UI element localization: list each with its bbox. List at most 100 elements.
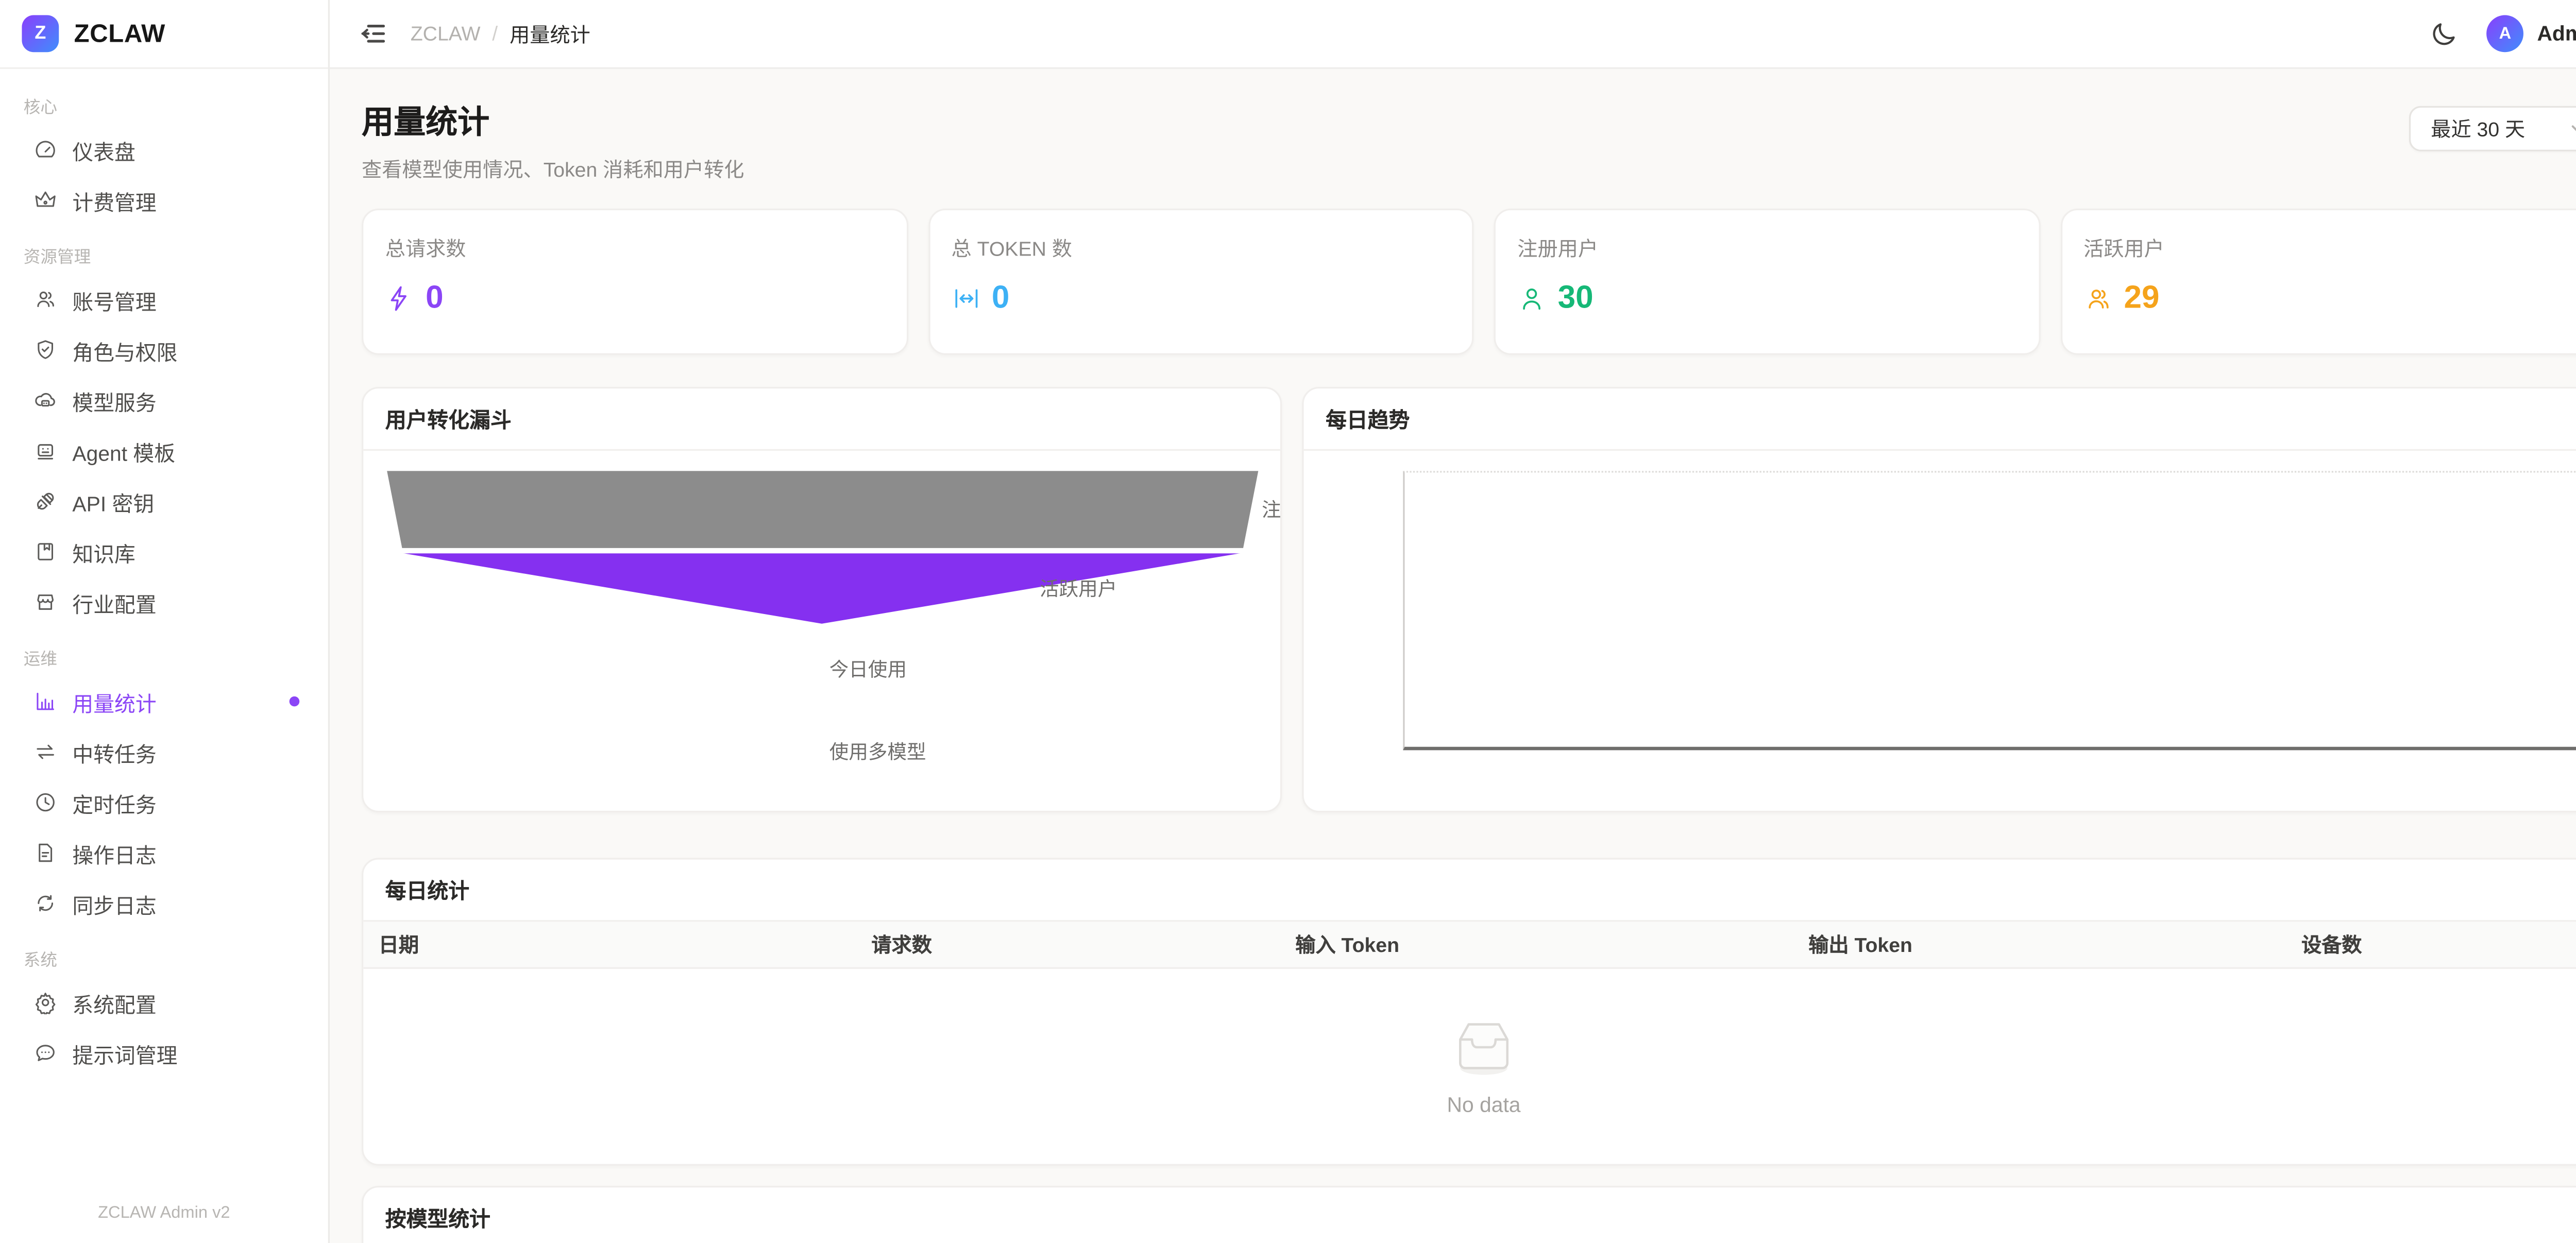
sidebar-item-行业配置[interactable]: 行业配置 — [15, 577, 313, 627]
sidebar-item-用量统计[interactable]: 用量统计 — [15, 676, 313, 727]
daily-table-title: 每日统计 — [385, 879, 470, 903]
sidebar-collapse-button[interactable] — [359, 19, 389, 49]
stat-value: 0 — [991, 280, 1010, 316]
crown-icon — [32, 188, 57, 213]
sidebar-item-模型服务[interactable]: 模型服务 — [15, 375, 313, 425]
trend-card-title: 每日趋势 — [1326, 408, 1410, 432]
date-range-select[interactable]: 最近 30 天 — [2409, 106, 2576, 151]
sidebar-item-中转任务[interactable]: 中转任务 — [15, 727, 313, 777]
sidebar-item-label: 中转任务 — [72, 742, 157, 767]
trend-chart-card: 每日趋势 — [1302, 386, 2576, 812]
funnel-label-active: 活跃用户 — [1039, 580, 1117, 601]
column-header-日期: 日期 — [378, 933, 419, 957]
sidebar-item-定时任务[interactable]: 定时任务 — [15, 777, 313, 828]
stat-card-注册用户: 注册用户 30 — [1494, 208, 2040, 355]
menu-fold-icon — [361, 25, 385, 43]
stat-card-总请求数: 总请求数 0 — [362, 208, 908, 355]
nav-section-label: 核心 — [23, 99, 58, 118]
funnel-label-registered: 注册用户 — [1261, 501, 1281, 521]
sidebar-item-Agent 模板[interactable]: Agent 模板 — [15, 425, 313, 476]
main-area: ZCLAW / 用量统计 A Admin 用量统计 查看模型使用情况、Token… — [330, 0, 2576, 1243]
empty-inbox-icon — [1459, 1023, 1509, 1075]
sidebar-item-API 密钥[interactable]: API 密钥 — [15, 476, 313, 526]
sidebar-item-label: 用量统计 — [72, 692, 157, 716]
book-icon — [32, 539, 57, 565]
clock-icon — [32, 790, 57, 815]
sidebar-item-label: 角色与权限 — [72, 340, 178, 364]
gear-icon — [32, 990, 57, 1015]
sidebar-item-label: 行业配置 — [72, 593, 157, 617]
logo-row[interactable]: Z ZCLAW — [0, 0, 328, 69]
funnel-stage-registered — [387, 470, 1259, 548]
stat-value: 30 — [1557, 280, 1594, 316]
breadcrumb-root[interactable]: ZCLAW — [410, 22, 481, 46]
breadcrumb-current: 用量统计 — [510, 23, 590, 46]
stat-cards-row: 总请求数 0 总 TOKEN 数 0 注册用户 30 活跃用户 29 — [362, 208, 2576, 355]
user-avatar[interactable]: A — [2486, 15, 2524, 53]
user-group-icon — [2083, 284, 2112, 313]
sidebar-item-label: 账号管理 — [72, 290, 157, 314]
chat-icon — [32, 1041, 57, 1066]
column-header-设备数: 设备数 — [2301, 933, 2362, 957]
topbar: ZCLAW / 用量统计 A Admin — [330, 0, 2576, 69]
users-icon — [32, 287, 57, 312]
breadcrumb-separator: / — [492, 22, 498, 46]
page-title: 用量统计 — [362, 106, 490, 142]
stat-value: 0 — [426, 280, 444, 316]
sidebar-item-操作日志[interactable]: 操作日志 — [15, 828, 313, 878]
sidebar-item-label: 定时任务 — [72, 793, 157, 817]
stat-label: 注册用户 — [1517, 236, 1599, 261]
shield-check-icon — [32, 337, 57, 363]
sidebar-item-label: API 密钥 — [72, 492, 155, 516]
stat-card-总 TOKEN 数: 总 TOKEN 数 0 — [927, 208, 1474, 355]
storefront-icon — [32, 589, 57, 615]
charts-row: 用户转化漏斗 注册用户 活跃用户 今日使用 使用多模型 每日趋势 — [362, 386, 2576, 812]
stat-label: 总请求数 — [385, 236, 466, 261]
nav-section-label: 系统 — [23, 952, 58, 971]
sidebar-item-label: 知识库 — [72, 542, 135, 566]
sidebar-item-label: 系统配置 — [72, 993, 157, 1017]
sidebar-item-label: 模型服务 — [72, 391, 157, 415]
cloud-server-icon — [32, 388, 57, 413]
dark-mode-toggle[interactable] — [2428, 19, 2458, 49]
page-header: 用量统计 查看模型使用情况、Token 消耗和用户转化 最近 30 天 — [362, 106, 2576, 183]
sidebar-item-提示词管理[interactable]: 提示词管理 — [15, 1028, 313, 1078]
gauge-icon — [32, 137, 57, 162]
bar-chart-icon — [32, 689, 57, 714]
model-table-title: 按模型统计 — [385, 1207, 490, 1231]
sidebar-nav: 核心 仪表盘 计费管理 资源管理 账号管理 角色与权限 模型服务 Agent 模板 API 密钥… — [0, 69, 328, 1187]
robot-icon — [32, 438, 57, 464]
column-header-输出 Token: 输出 Token — [1808, 933, 1912, 957]
sidebar-item-label: 计费管理 — [72, 191, 157, 215]
swap-icon — [32, 739, 57, 764]
user-name[interactable]: Admin — [2537, 22, 2576, 46]
sidebar-item-账号管理[interactable]: 账号管理 — [15, 274, 313, 325]
sidebar-item-角色与权限[interactable]: 角色与权限 — [15, 325, 313, 375]
stat-label: 总 TOKEN 数 — [951, 236, 1072, 261]
sidebar-item-同步日志[interactable]: 同步日志 — [15, 878, 313, 928]
stat-card-活跃用户: 活跃用户 29 — [2060, 208, 2576, 355]
app-logo-icon: Z — [22, 15, 59, 53]
user-icon — [1517, 284, 1546, 313]
sidebar-item-仪表盘[interactable]: 仪表盘 — [15, 125, 313, 175]
empty-state-text: No data — [1447, 1093, 1521, 1117]
sidebar-item-知识库[interactable]: 知识库 — [15, 526, 313, 577]
trend-chart — [1304, 450, 2576, 810]
funnel-label-multimodel: 使用多模型 — [829, 743, 926, 763]
app-name: ZCLAW — [74, 19, 166, 48]
sidebar-item-系统配置[interactable]: 系统配置 — [15, 977, 313, 1028]
breadcrumb: ZCLAW / 用量统计 — [411, 20, 590, 48]
document-icon — [32, 840, 57, 865]
moon-icon — [2432, 22, 2454, 44]
date-range-value: 最近 30 天 — [2431, 117, 2526, 142]
sidebar-item-计费管理[interactable]: 计费管理 — [15, 175, 313, 226]
sidebar-item-label: 操作日志 — [72, 843, 157, 867]
sidebar-item-label: Agent 模板 — [72, 441, 176, 465]
column-header-请求数: 请求数 — [871, 933, 933, 957]
bolt-icon — [385, 284, 414, 313]
funnel-chart-card: 用户转化漏斗 注册用户 活跃用户 今日使用 使用多模型 — [362, 386, 1282, 812]
sidebar-footer-version: ZCLAW Admin v2 — [98, 1204, 230, 1223]
arrows-horizontal-icon — [952, 284, 980, 313]
daily-stats-card: 每日统计 日期 请求数 输入 Token 输出 Token 设备数 No data — [362, 857, 2576, 1166]
